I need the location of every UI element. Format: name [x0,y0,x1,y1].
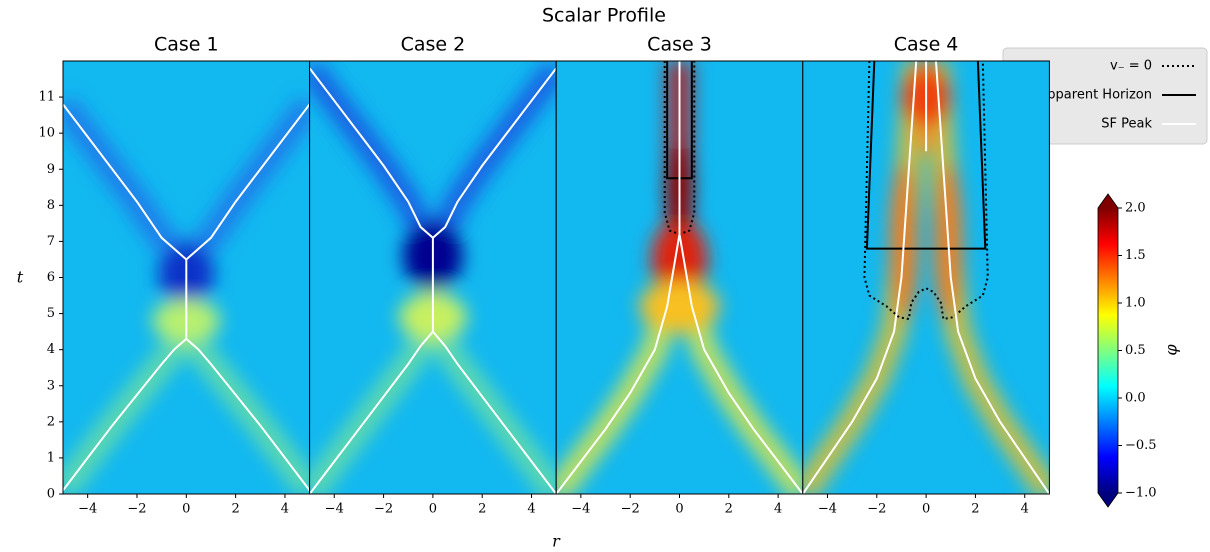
y-tick-label: 8 [47,198,55,213]
x-tick-label: 0 [922,502,930,517]
panel-title: Case 2 [401,34,466,56]
legend-label: Apparent Horizon [1038,88,1152,103]
panel [556,61,803,494]
sf-peak-line [802,61,918,494]
x-tick-label: 2 [478,502,486,517]
x-tick-label: −4 [78,502,97,517]
y-tick-label: 10 [38,126,55,141]
y-tick-label: 1 [47,450,55,465]
y-axis-label: t [17,268,24,287]
sf-peak-line [63,103,310,261]
sf-peak-line [63,337,310,491]
colorbar-tick-label: 0.0 [1125,391,1146,406]
x-tick-label: 4 [774,502,782,517]
heatmap-blob [639,280,720,333]
y-tick-label: 7 [47,234,55,249]
chart-title: Scalar Profile [542,5,666,27]
x-tick-label: −2 [867,502,886,517]
x-tick-label: −4 [571,502,590,517]
x-tick-label: 0 [182,502,190,517]
y-tick-label: 11 [38,90,55,105]
y-tick-label: 6 [47,270,55,285]
panel [802,61,1050,494]
sf-peak-line [309,67,557,240]
x-tick-label: 2 [971,502,979,517]
panel [309,61,557,494]
x-tick-label: −2 [374,502,393,517]
panel-title: Case 3 [647,34,712,56]
sf-peak-line [556,234,681,494]
x-tick-label: −4 [325,502,344,517]
colorbar-extend-bottom [1098,493,1118,507]
x-tick-label: 2 [725,502,733,517]
x-axis-label: r [552,532,561,551]
heatmap-blob [651,219,708,300]
colorbar-tick-label: −1.0 [1125,486,1157,501]
x-tick-label: −2 [127,502,146,517]
sf-peak-line [934,61,1050,494]
colorbar-tick-label: 1.5 [1125,248,1146,263]
y-tick-label: 5 [47,306,55,321]
legend: v₋ = 0 Apparent Horizon SF Peak [1002,47,1208,145]
colorbar-tick-label: 2.0 [1125,201,1146,216]
x-tick-label: 4 [527,502,535,517]
colorbar-label: φ [1162,344,1181,356]
x-tick-label: −4 [818,502,837,517]
colorbar-tick-label: −0.5 [1125,438,1157,453]
colorbar-tick-label: 1.0 [1125,296,1146,311]
colorbar-tick-label: 0.5 [1125,343,1146,358]
y-tick-label: 2 [47,414,55,429]
colorbar [1098,208,1118,493]
horizon-line [865,61,987,250]
colorbar-extend-top [1098,194,1118,208]
panel-title: Case 1 [154,34,219,56]
legend-label: SF Peak [1101,117,1152,132]
panel [63,61,310,494]
x-tick-label: −2 [621,502,640,517]
legend-label: v₋ = 0 [1110,59,1152,74]
x-tick-label: 2 [231,502,239,517]
y-tick-label: 0 [47,487,55,502]
v-minus-line [863,61,989,321]
y-tick-label: 4 [47,342,55,357]
y-tick-label: 9 [47,162,55,177]
x-tick-label: 0 [429,502,437,517]
x-tick-label: 0 [675,502,683,517]
panel-title: Case 4 [894,34,959,56]
y-tick-label: 3 [47,378,55,393]
x-tick-label: 4 [281,502,289,517]
x-tick-label: 4 [1021,502,1029,517]
sf-peak-line [678,234,803,494]
